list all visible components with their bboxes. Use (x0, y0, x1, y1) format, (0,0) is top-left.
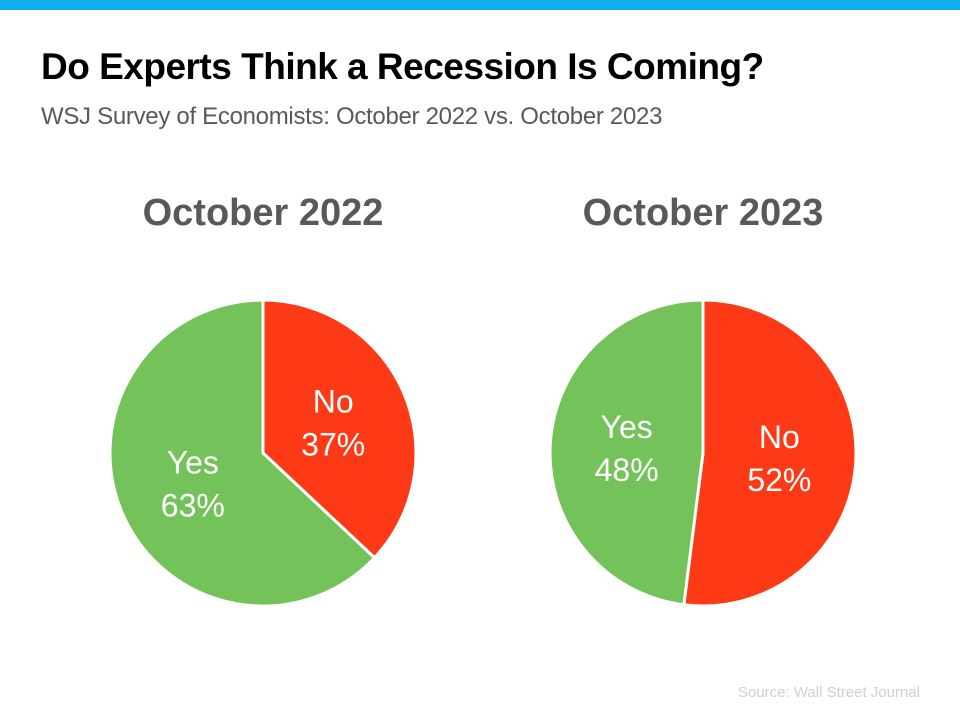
slice-label-yes: Yes (167, 444, 219, 480)
pie-slice-no (682, 298, 858, 608)
slice-label-yes: Yes (601, 409, 653, 445)
slice-label-no: No (313, 384, 354, 420)
pie-slice-yes (548, 298, 705, 607)
slice-value-yes: 63% (161, 487, 225, 523)
chart-title-2023: October 2023 (582, 192, 824, 234)
slice-value-no: 37% (301, 427, 365, 463)
page-title: Do Experts Think a Recession Is Coming? (41, 46, 764, 87)
accent-bar (0, 0, 960, 10)
source-note: Source: Wall Street Journal (737, 684, 920, 701)
page-subtitle: WSJ Survey of Economists: October 2022 v… (41, 103, 663, 130)
slice-value-yes: 48% (595, 452, 659, 488)
pie-slice-no (261, 298, 418, 560)
pie-slice-yes (108, 298, 377, 608)
chart-title-2022: October 2022 (142, 192, 384, 234)
slice-value-no: 52% (747, 462, 811, 498)
slice-label-no: No (759, 419, 800, 455)
